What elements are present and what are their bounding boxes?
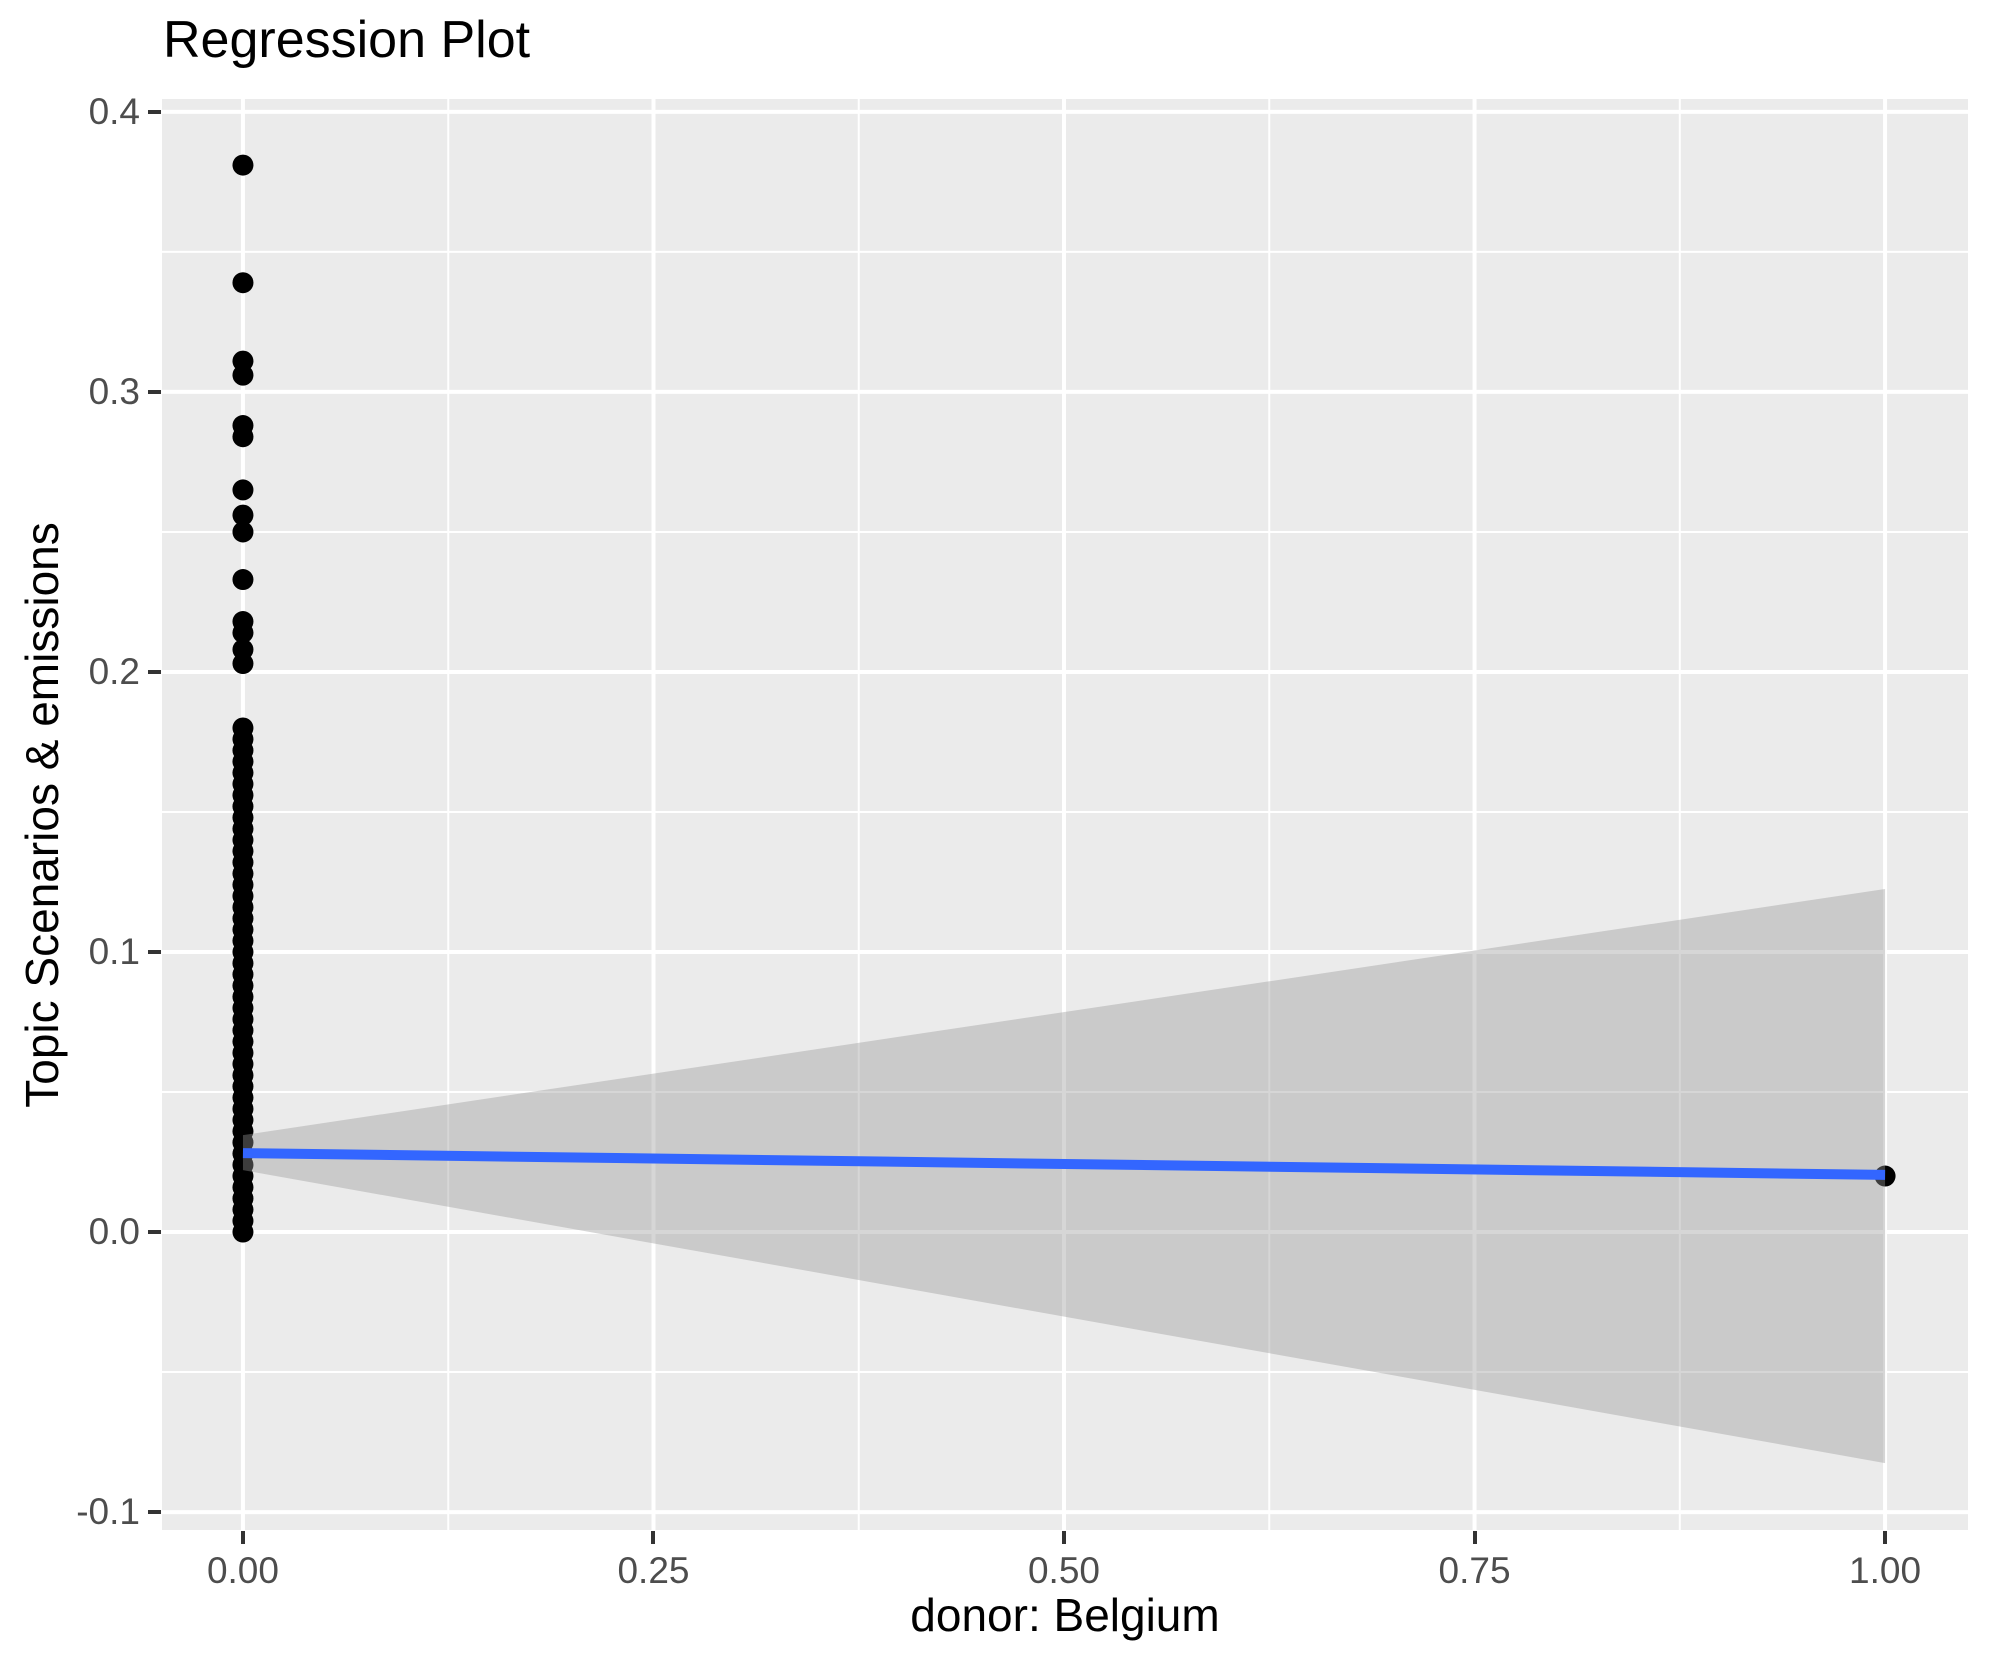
data-point bbox=[232, 521, 254, 543]
plot-canvas bbox=[162, 99, 1968, 1530]
data-point bbox=[232, 479, 254, 501]
data-point bbox=[232, 364, 254, 386]
x-tick-label: 1.00 bbox=[1849, 1550, 1922, 1591]
data-point bbox=[232, 569, 254, 591]
data-point bbox=[232, 1221, 254, 1243]
x-axis-title: donor: Belgium bbox=[910, 1589, 1220, 1641]
y-tick-label: -0.1 bbox=[76, 1491, 140, 1533]
x-tick-mark bbox=[1062, 1531, 1066, 1544]
x-tick-label: 0.25 bbox=[617, 1550, 690, 1591]
x-tick-mark bbox=[651, 1531, 656, 1544]
x-tick-label: 0.00 bbox=[206, 1550, 279, 1591]
y-axis-title: Topic Scenarios & emissions bbox=[16, 522, 68, 1108]
y-tick-mark bbox=[148, 1510, 161, 1515]
x-tick-mark bbox=[1472, 1531, 1477, 1544]
x-tick-label: 0.75 bbox=[1438, 1550, 1511, 1591]
y-tick-mark bbox=[148, 669, 161, 674]
regression-line bbox=[242, 1148, 1886, 1180]
plot-title: Regression Plot bbox=[163, 11, 531, 69]
y-tick-label: 0.1 bbox=[88, 930, 140, 972]
data-point bbox=[232, 622, 254, 644]
data-point bbox=[232, 154, 254, 176]
y-tick-label: 0.2 bbox=[88, 650, 140, 692]
y-tick-mark bbox=[148, 1230, 161, 1235]
y-tick-label: 0.0 bbox=[88, 1211, 140, 1253]
data-point bbox=[232, 272, 254, 294]
y-tick-mark bbox=[148, 389, 161, 394]
y-tick-mark bbox=[148, 109, 161, 114]
y-tick-label: 0.3 bbox=[88, 370, 140, 412]
x-tick-mark bbox=[240, 1531, 245, 1544]
data-point bbox=[232, 653, 254, 675]
plot-panel bbox=[162, 99, 1968, 1530]
x-tick-label: 0.50 bbox=[1027, 1550, 1100, 1591]
confidence-band bbox=[242, 888, 1886, 1464]
data-point bbox=[232, 426, 254, 448]
data-point bbox=[232, 504, 254, 526]
x-tick-mark bbox=[1883, 1531, 1888, 1544]
y-tick-label: 0.4 bbox=[88, 90, 140, 132]
y-tick-mark bbox=[148, 949, 161, 954]
